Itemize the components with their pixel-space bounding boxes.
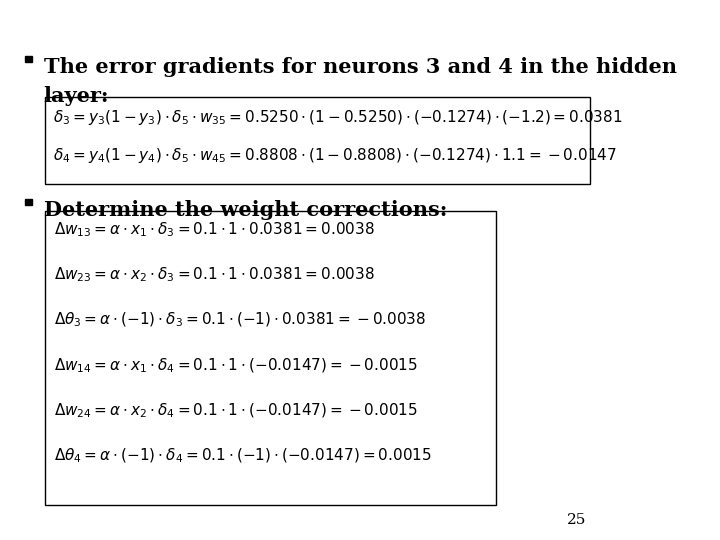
Bar [45,211,496,505]
Text: $\Delta w_{24} = \alpha\cdot x_2\cdot\delta_4 = 0.1\cdot1\cdot(-0.0147) = -0.001: $\Delta w_{24} = \alpha\cdot x_2\cdot\de… [55,401,418,420]
Text: $\delta_4 = y_4(1-y_4)\cdot\delta_5\cdot w_{45} = 0.8808\cdot(1-0.8808)\cdot(-0.: $\delta_4 = y_4(1-y_4)\cdot\delta_5\cdot… [53,146,616,165]
Text: Determine the weight corrections:: Determine the weight corrections: [43,200,447,220]
Text: $\Delta w_{14} = \alpha\cdot x_1\cdot\delta_4 = 0.1\cdot1\cdot(-0.0147) = -0.001: $\Delta w_{14} = \alpha\cdot x_1\cdot\de… [55,356,418,375]
Text: 25: 25 [567,512,587,526]
Text: $\Delta w_{23} = \alpha\cdot x_2\cdot\delta_3 = 0.1\cdot1\cdot0.0381 = 0.0038$: $\Delta w_{23} = \alpha\cdot x_2\cdot\de… [55,266,375,284]
Bar [45,97,590,184]
Text: $\Delta\theta_4 = \alpha\cdot(-1)\cdot\delta_4 = 0.1\cdot(-1)\cdot(-0.0147) = 0.: $\Delta\theta_4 = \alpha\cdot(-1)\cdot\d… [55,447,433,465]
Text: layer:: layer: [43,86,109,106]
Bar [25,199,32,205]
Bar [25,56,32,62]
Text: $\Delta\theta_3 = \alpha\cdot(-1)\cdot\delta_3 = 0.1\cdot(-1)\cdot0.0381 = -0.00: $\Delta\theta_3 = \alpha\cdot(-1)\cdot\d… [55,311,427,329]
Text: The error gradients for neurons 3 and 4 in the hidden: The error gradients for neurons 3 and 4 … [43,57,677,77]
Text: $\delta_3 = y_3(1-y_3)\cdot\delta_5\cdot w_{35} = 0.5250\cdot(1-0.5250)\cdot(-0.: $\delta_3 = y_3(1-y_3)\cdot\delta_5\cdot… [53,108,622,127]
Text: $\Delta w_{13} = \alpha\cdot x_1\cdot\delta_3 = 0.1\cdot1\cdot0.0381 = 0.0038$: $\Delta w_{13} = \alpha\cdot x_1\cdot\de… [55,220,375,239]
